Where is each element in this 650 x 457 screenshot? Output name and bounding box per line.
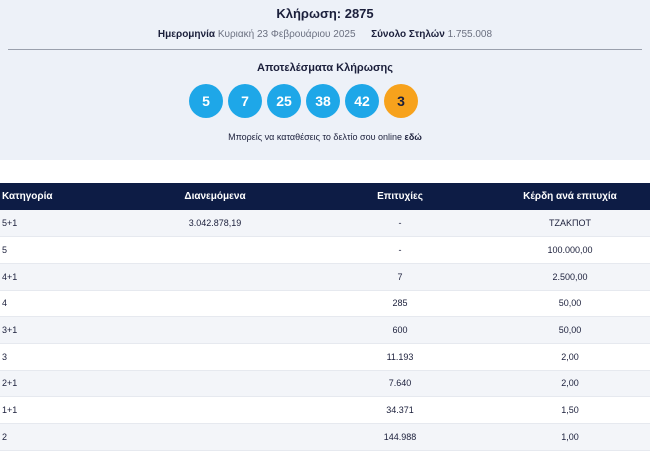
winning-number-ball: 25 (267, 84, 301, 118)
prize-cell: 50,00 (490, 290, 650, 318)
prize-cell: 2,00 (490, 343, 650, 371)
winning-number-ball: 38 (306, 84, 340, 118)
winning-number-ball: 5 (189, 84, 223, 118)
category-cell: 4 (0, 290, 120, 318)
winners-cell: 600 (310, 316, 490, 344)
prize-cell: 50,00 (490, 316, 650, 344)
column-header-prize-per-winner: Κέρδη ανά επιτυχία (490, 183, 650, 210)
column-header-category: Κατηγορία (0, 183, 120, 210)
distributed-cell (120, 290, 310, 318)
category-cell: 3 (0, 343, 120, 371)
table-row: 5 - 100.000,00 (0, 236, 650, 264)
winning-number-ball: 42 (345, 84, 379, 118)
draw-meta: Ημερομηνία Κυριακή 23 Φεβρουάριου 2025 Σ… (0, 29, 650, 40)
prize-cell: 2.500,00 (490, 263, 650, 291)
joker-ball: 3 (384, 84, 418, 118)
table-row: 5+1 3.042.878,19 - ΤΖΑΚΠΟΤ (0, 210, 650, 238)
category-cell: 5 (0, 236, 120, 264)
draw-info-panel: Κλήρωση: 2875 Ημερομηνία Κυριακή 23 Φεβρ… (0, 0, 650, 160)
distributed-cell: 3.042.878,19 (120, 210, 310, 238)
winning-numbers: 5 7 25 38 42 3 (189, 84, 418, 118)
date-label: Ημερομηνία (157, 29, 216, 40)
table-row: 2 144.988 1,00 (0, 423, 650, 451)
distributed-cell (120, 316, 310, 344)
winners-cell: 34.371 (310, 396, 490, 424)
table-row: 1+1 34.371 1,50 (0, 396, 650, 424)
prize-cell: 2,00 (490, 370, 650, 398)
winners-cell: 7 (310, 263, 490, 291)
columns-value: 1.755.008 (447, 29, 493, 40)
table-row: 4+1 7 2.500,00 (0, 263, 650, 291)
category-cell: 2+1 (0, 370, 120, 398)
category-cell: 5+1 (0, 210, 120, 238)
table-row: 2+1 7.640 2,00 (0, 370, 650, 398)
winners-cell: 7.640 (310, 370, 490, 398)
online-link[interactable]: εδώ (404, 132, 422, 142)
column-header-distributed: Διανεμόμενα (120, 183, 310, 210)
winners-cell: - (310, 236, 490, 264)
online-text: Μπορείς να καταθέσεις το δελτίο σου onli… (228, 132, 403, 142)
table-row: 4 285 50,00 (0, 290, 650, 318)
winners-cell: 11.193 (310, 343, 490, 371)
winners-cell: - (310, 210, 490, 238)
table-row: 3+1 600 50,00 (0, 316, 650, 344)
results-title: Αποτελέσματα Κλήρωσης (257, 62, 393, 74)
distributed-cell (120, 396, 310, 424)
distributed-cell (120, 370, 310, 398)
winners-cell: 144.988 (310, 423, 490, 451)
prize-cell: ΤΖΑΚΠΟΤ (490, 210, 650, 238)
category-cell: 1+1 (0, 396, 120, 424)
winners-cell: 285 (310, 290, 490, 318)
category-cell: 2 (0, 423, 120, 451)
date-value: Κυριακή 23 Φεβρουάριου 2025 (217, 29, 356, 40)
distributed-cell (120, 423, 310, 451)
divider (8, 49, 642, 50)
distributed-cell (120, 343, 310, 371)
winning-number-ball: 7 (228, 84, 262, 118)
distributed-cell (120, 236, 310, 264)
prize-cell: 100.000,00 (490, 236, 650, 264)
prize-cell: 1,00 (490, 423, 650, 451)
category-cell: 4+1 (0, 263, 120, 291)
prize-cell: 1,50 (490, 396, 650, 424)
table-header-row: Κατηγορία Διανεμόμενα Επιτυχίες Κέρδη αν… (0, 183, 650, 210)
distributed-cell (120, 263, 310, 291)
columns-label: Σύνολο Στηλών (371, 29, 445, 40)
category-cell: 3+1 (0, 316, 120, 344)
draw-title: Κλήρωση: 2875 (276, 6, 374, 21)
table-row: 3 11.193 2,00 (0, 343, 650, 371)
online-submit-line: Μπορείς να καταθέσεις το δελτίο σου onli… (0, 132, 650, 142)
prize-breakdown-table: Κατηγορία Διανεμόμενα Επιτυχίες Κέρδη αν… (0, 183, 650, 451)
column-header-winners: Επιτυχίες (310, 183, 490, 210)
